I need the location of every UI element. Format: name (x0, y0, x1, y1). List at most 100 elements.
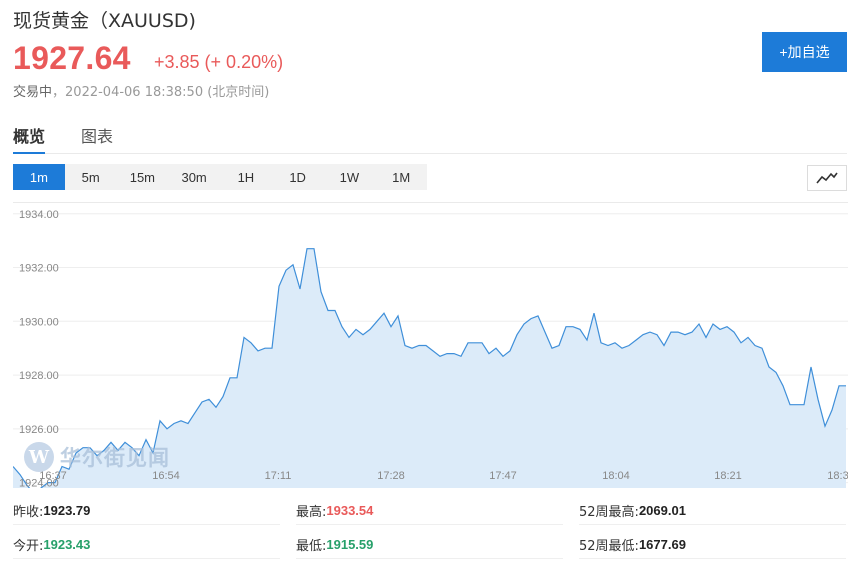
price-point (418, 345, 419, 346)
trading-status: 交易中，2022-04-06 18:38:50 (北京时间) (13, 81, 269, 100)
price-point (782, 385, 783, 386)
timestamp: 2022-04-06 18:38:50 (北京时间) (65, 85, 270, 100)
price-point (376, 321, 377, 322)
price-point (285, 270, 286, 271)
x-tick-label: 16:37 (39, 470, 67, 482)
price-point (530, 318, 531, 319)
price-point (635, 340, 636, 341)
price-point (362, 334, 363, 335)
stat-value: 1923.79 (43, 503, 91, 518)
price-point (586, 340, 587, 341)
x-tick-label: 18:04 (602, 470, 630, 482)
price-point (747, 337, 748, 338)
price-point (824, 426, 825, 427)
price-point (306, 248, 307, 249)
price-point (145, 439, 146, 440)
price-point (768, 366, 769, 367)
price-point (558, 345, 559, 346)
tab-overview[interactable]: 概览 (13, 123, 46, 154)
price-point (299, 288, 300, 289)
y-tick-label: 1928.00 (19, 370, 59, 382)
price-point (537, 315, 538, 316)
period-5m[interactable]: 5m (81, 169, 100, 185)
period-selector: 1m 5m 15m 30m 1H 1D 1W 1M (13, 164, 427, 190)
price-point (173, 423, 174, 424)
x-tick-label: 18:21 (714, 470, 742, 482)
price-point (600, 342, 601, 343)
price-point (180, 420, 181, 421)
price-point (544, 332, 545, 333)
price-point (383, 313, 384, 314)
price-point (320, 291, 321, 292)
price-point (698, 323, 699, 324)
price-chart[interactable]: 1934.00 1932.00 1930.00 1928.00 1926.00 1924.… (13, 202, 848, 488)
price-point (670, 332, 671, 333)
status-label: 交易中 (13, 85, 53, 100)
price-point (656, 334, 657, 335)
price-point (264, 348, 265, 349)
price-point (593, 313, 594, 314)
price-point (425, 345, 426, 346)
line-chart-icon (816, 172, 838, 184)
price-point (187, 423, 188, 424)
price-point (292, 264, 293, 265)
price-point (614, 342, 615, 343)
price-point (467, 342, 468, 343)
period-1mo[interactable]: 1M (392, 169, 411, 185)
price-point (481, 342, 482, 343)
price-point (19, 474, 20, 475)
price-point (551, 348, 552, 349)
price-point (649, 332, 650, 333)
add-watchlist-button[interactable]: +加自选 (762, 32, 847, 72)
price-point (215, 407, 216, 408)
y-tick-label: 1926.00 (19, 424, 59, 436)
price-point (579, 329, 580, 330)
price-point (523, 323, 524, 324)
price-point (775, 372, 776, 373)
x-tick-label: 17:47 (489, 470, 517, 482)
price-point (327, 310, 328, 311)
period-1d[interactable]: 1D (289, 169, 306, 185)
period-1w[interactable]: 1W (339, 169, 360, 185)
period-1h[interactable]: 1H (237, 169, 255, 185)
tab-bar: 概览 图表 (13, 120, 847, 154)
price-point (607, 345, 608, 346)
chart-type-button[interactable] (807, 165, 847, 191)
price-point (159, 420, 160, 421)
price-point (446, 353, 447, 354)
price-point (369, 329, 370, 330)
stat-value: 1933.54 (326, 503, 374, 518)
price-point (250, 342, 251, 343)
stat-value: 1923.43 (43, 537, 91, 552)
watermark-text: 华尔街见闻 (60, 445, 170, 470)
x-tick-label: 18:3 (827, 470, 848, 482)
stat-value: 1915.59 (326, 537, 374, 552)
period-15m[interactable]: 15m (129, 169, 156, 185)
price-point (642, 334, 643, 335)
price-point (817, 399, 818, 400)
y-tick-label: 1930.00 (19, 316, 59, 328)
stat-value: 1677.69 (638, 537, 686, 552)
x-tick-label: 17:11 (265, 470, 292, 482)
stat-row: 52周最高: 2069.01 (579, 497, 846, 525)
current-price: 1927.64 (13, 40, 131, 76)
price-point (236, 377, 237, 378)
price-point (348, 337, 349, 338)
price-point (229, 377, 230, 378)
price-point (390, 326, 391, 327)
price-point (803, 404, 804, 405)
price-point (502, 356, 503, 357)
tab-chart[interactable]: 图表 (81, 127, 114, 146)
price-point (166, 428, 167, 429)
price-point (733, 332, 734, 333)
period-1m[interactable]: 1m (13, 164, 65, 190)
y-tick-label: 1924.00 (19, 478, 59, 488)
price-point (663, 345, 664, 346)
price-point (243, 337, 244, 338)
price-point (845, 385, 846, 386)
price-point (201, 401, 202, 402)
price-point (761, 348, 762, 349)
period-30m[interactable]: 30m (181, 169, 207, 185)
price-point (208, 399, 209, 400)
price-point (726, 326, 727, 327)
